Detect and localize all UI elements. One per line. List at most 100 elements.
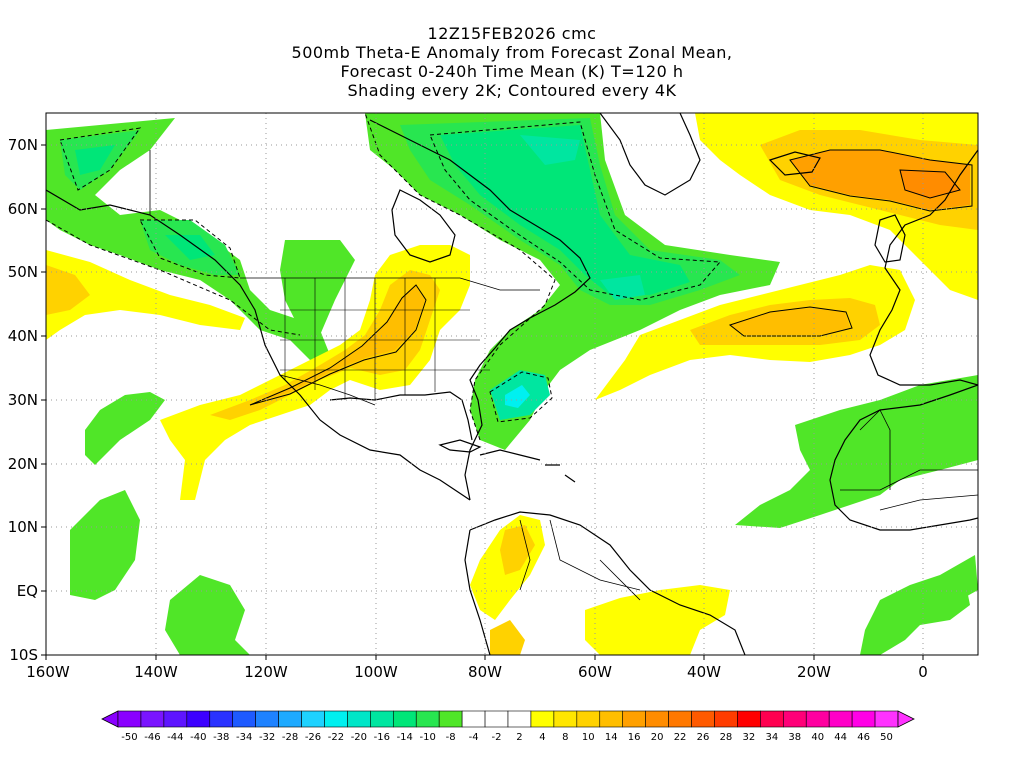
- colorbar-swatch: [209, 710, 234, 728]
- colorbar-swatch: [576, 710, 601, 728]
- title-line-2: 500mb Theta-E Anomaly from Forecast Zona…: [291, 43, 733, 62]
- lat-label-30n: 30N: [8, 391, 38, 409]
- lon-label-100w: 100W: [354, 663, 398, 681]
- colorbar-label: 4: [539, 732, 545, 743]
- positive-anomaly-amazon: [585, 585, 730, 655]
- colorbar-swatch: [163, 710, 188, 728]
- colorbar-swatch: [117, 710, 142, 728]
- colorbar-swatch: [851, 710, 876, 728]
- colorbar-swatch: [415, 710, 440, 728]
- colorbar-label: -50: [121, 732, 137, 743]
- negative-anomaly-gulf-guinea: [860, 575, 970, 655]
- lon-label-160w: 160W: [26, 663, 70, 681]
- coast-greenland: [599, 113, 701, 196]
- lon-label-60w: 60W: [578, 663, 612, 681]
- colorbar-label: -32: [259, 732, 275, 743]
- colorbar-label: -28: [282, 732, 298, 743]
- latitude-labels: 70N 60N 50N 40N 30N 20N 10N EQ 10S: [8, 136, 38, 664]
- lat-label-60n: 60N: [8, 200, 38, 218]
- colorbar-swatch: [622, 710, 646, 728]
- longitude-labels: 160W 140W 120W 100W 80W 60W 40W 20W 0: [26, 663, 928, 681]
- negative-anomaly-east-pacific: [85, 392, 165, 465]
- colorbar-label: -20: [351, 732, 367, 743]
- colorbar-label: 20: [651, 732, 664, 743]
- positive-anomaly-north-atlantic-inner: [730, 308, 850, 335]
- title-line-4: Shading every 2K; Contoured every 4K: [347, 81, 677, 100]
- border-south-america-countries: [519, 519, 641, 601]
- negative-anomaly-se-atlantic: [940, 555, 978, 600]
- colorbar: -50 -46 -44 -40 -38 -34 -32 -28 -26 -22 -20 -16 -14-…: [101, 710, 915, 743]
- colorbar-arrow-left: [101, 710, 119, 728]
- lon-label-40w: 40W: [687, 663, 721, 681]
- colorbar-label: 16: [628, 732, 641, 743]
- lon-label-80w: 80W: [468, 663, 502, 681]
- coast-hudson-bay: [391, 189, 456, 263]
- colorbar-label: 14: [605, 732, 618, 743]
- contour-zero: [46, 113, 556, 441]
- colorbar-label: -46: [144, 732, 160, 743]
- colorbar-swatch: [392, 710, 417, 728]
- negative-anomaly-rockies: [280, 240, 355, 335]
- plot-frame: [45, 112, 979, 656]
- colorbar-label: -2: [492, 732, 502, 743]
- contour-neg-west-atlantic: [489, 371, 553, 423]
- colorbar-label: 38: [788, 732, 801, 743]
- negative-anomaly-central-pacific: [70, 490, 140, 600]
- colorbar-swatch: [553, 710, 578, 728]
- colorbar-label: -4: [469, 732, 479, 743]
- lon-label-120w: 120W: [244, 663, 288, 681]
- colorbar-label: -34: [236, 732, 252, 743]
- coast-europe: [869, 149, 978, 386]
- contour-neg-labrador: [429, 121, 722, 301]
- border-us-canada: [149, 150, 540, 291]
- chart-title: 12Z15FEB2026 cmc 500mb Theta-E Anomaly f…: [0, 24, 1024, 100]
- negative-anomaly-labrador-deep: [520, 135, 645, 300]
- lat-label-50n: 50N: [8, 263, 38, 281]
- colorbar-label: 46: [857, 732, 870, 743]
- colorbar-swatch: [324, 710, 348, 728]
- shaded-fields: [46, 113, 978, 655]
- negative-anomaly-west-atlantic-core: [505, 385, 530, 408]
- coastlines: [46, 113, 978, 655]
- coast-south-america: [464, 511, 746, 655]
- lat-label-20n: 20N: [8, 455, 38, 473]
- colorbar-swatch: [370, 710, 394, 728]
- colorbar-swatch: [874, 710, 899, 728]
- colorbar-label: -26: [305, 732, 321, 743]
- colorbar-swatch: [828, 710, 853, 728]
- colorbar-label: 10: [582, 732, 595, 743]
- colorbar-label: 32: [743, 732, 756, 743]
- colorbar-label: 26: [697, 732, 710, 743]
- colorbar-label: 34: [765, 732, 778, 743]
- colorbar-swatch: [140, 710, 165, 728]
- colorbar-swatch: [461, 710, 486, 728]
- gridlines: [46, 113, 978, 655]
- coast-gulf-of-mexico: [329, 391, 473, 441]
- colorbar-swatch: [232, 710, 256, 728]
- colorbar-swatch: [255, 710, 279, 728]
- colorbar-swatch: [760, 710, 784, 728]
- colorbar-arrow-right: [897, 710, 915, 728]
- lon-label-140w: 140W: [134, 663, 178, 681]
- contour-pos-greenland-sea: [789, 149, 973, 212]
- coast-iceland: [768, 151, 821, 176]
- coast-north-america-east: [369, 119, 591, 501]
- positive-anomaly-greenland-sea-deep: [900, 170, 960, 198]
- colorbar-swatch: [301, 710, 325, 728]
- colorbar-label: 44: [834, 732, 847, 743]
- colorbar-label: -8: [446, 732, 456, 743]
- colorbar-swatch: [186, 710, 211, 728]
- lat-label-70n: 70N: [8, 136, 38, 154]
- positive-anomaly-us-plume-core: [210, 270, 440, 420]
- negative-anomaly-labrador-inner: [440, 125, 690, 295]
- negative-anomaly-africa: [735, 375, 978, 528]
- lon-label-0: 0: [918, 663, 928, 681]
- colorbar-label: -40: [190, 732, 206, 743]
- negative-anomaly-alaska-inner: [75, 145, 215, 260]
- colorbar-label: -16: [374, 732, 390, 743]
- colorbar-swatch: [645, 710, 669, 728]
- lat-label-10s: 10S: [9, 646, 38, 664]
- colorbar-label: -38: [213, 732, 229, 743]
- border-us-mexico: [279, 374, 376, 406]
